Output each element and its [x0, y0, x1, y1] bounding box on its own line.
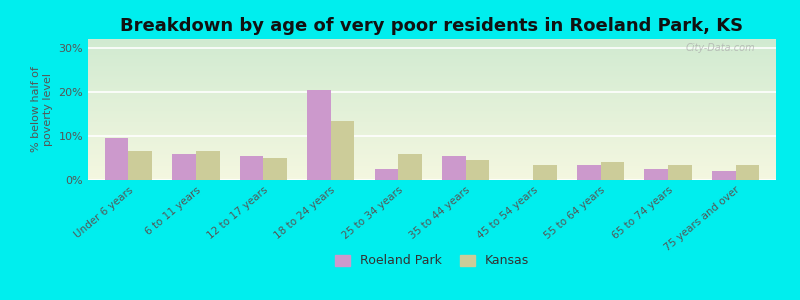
Bar [577, 165, 601, 180]
Bar [240, 156, 263, 180]
Title: Breakdown by age of very poor residents in Roeland Park, KS: Breakdown by age of very poor residents … [121, 17, 743, 35]
Bar [374, 169, 398, 180]
Bar [105, 138, 129, 180]
Bar [735, 165, 759, 180]
Bar [533, 165, 557, 180]
Bar [398, 154, 422, 180]
Bar [668, 165, 692, 180]
Y-axis label: % below half of
poverty level: % below half of poverty level [31, 67, 53, 152]
Bar [172, 154, 196, 180]
Text: City-Data.com: City-Data.com [686, 43, 755, 53]
Bar [712, 171, 735, 180]
Bar [331, 121, 354, 180]
Bar [466, 160, 490, 180]
Bar [645, 169, 668, 180]
Bar [442, 156, 466, 180]
Legend: Roeland Park, Kansas: Roeland Park, Kansas [330, 249, 534, 272]
Bar [263, 158, 287, 180]
Bar [307, 90, 331, 180]
Bar [196, 152, 219, 180]
Bar [601, 162, 624, 180]
Bar [129, 152, 152, 180]
